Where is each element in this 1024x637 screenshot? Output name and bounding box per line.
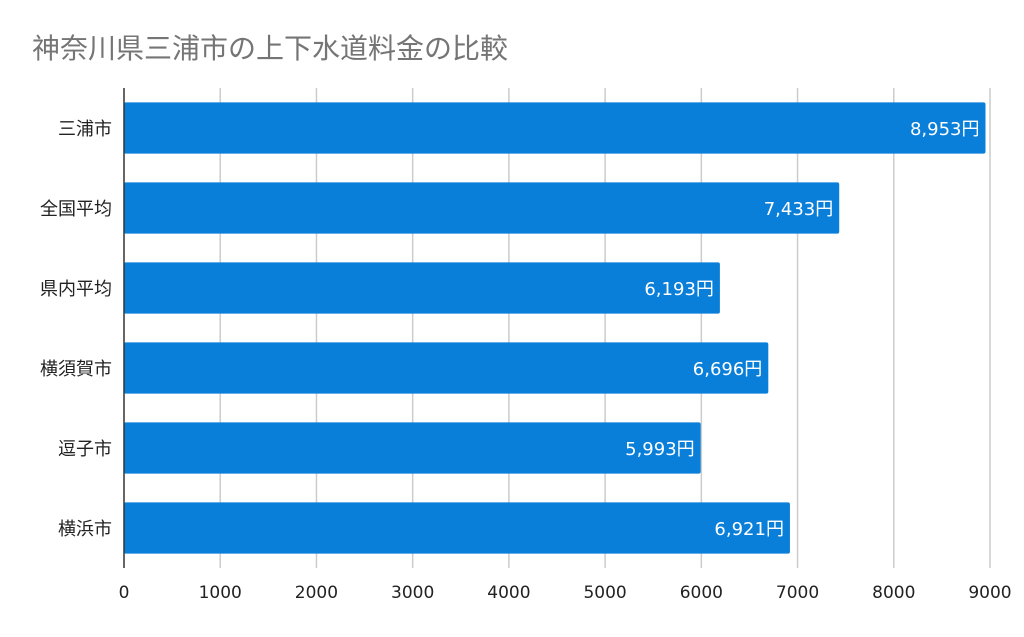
x-tick-label: 8000 xyxy=(872,583,915,603)
bar xyxy=(124,262,720,314)
category-label: 県内平均 xyxy=(40,279,112,300)
x-tick-label: 7000 xyxy=(776,583,819,603)
x-tick-label: 0 xyxy=(119,583,130,603)
category-label: 全国平均 xyxy=(40,199,112,220)
category-label: 横浜市 xyxy=(58,519,112,540)
bar-data-label: 6,921円 xyxy=(714,519,784,540)
bar xyxy=(124,182,840,234)
bar xyxy=(124,422,701,474)
x-axis-tick-labels: 0 1000 2000 3000 4000 5000 6000 7000 8000 9000 xyxy=(119,583,1012,603)
chart-title: 神奈川県三浦市の上下水道料金の比較 xyxy=(32,32,508,65)
x-tick-label: 6000 xyxy=(680,583,723,603)
x-tick-label: 9000 xyxy=(968,583,1011,603)
bar xyxy=(124,102,986,154)
x-tick-label: 4000 xyxy=(487,583,530,603)
bar-data-label: 6,696円 xyxy=(693,359,763,380)
bar xyxy=(124,502,790,554)
bar-data-label: 7,433円 xyxy=(764,199,834,220)
grid-lines xyxy=(219,88,991,568)
x-tick-label: 5000 xyxy=(583,583,626,603)
x-tick-label: 3000 xyxy=(391,583,434,603)
category-label: 三浦市 xyxy=(58,119,112,140)
x-tick-label: 2000 xyxy=(295,583,338,603)
bar-data-label: 8,953円 xyxy=(910,119,980,140)
bars: 8,953円 7,433円 6,193円 6,696円 5,993円 6,921円 xyxy=(124,102,986,554)
category-label: 逗子市 xyxy=(58,439,112,460)
bar xyxy=(124,342,769,394)
category-label: 横須賀市 xyxy=(40,359,112,380)
bar-data-label: 6,193円 xyxy=(644,279,714,300)
x-tick-label: 1000 xyxy=(199,583,242,603)
bar-data-label: 5,993円 xyxy=(625,439,695,460)
